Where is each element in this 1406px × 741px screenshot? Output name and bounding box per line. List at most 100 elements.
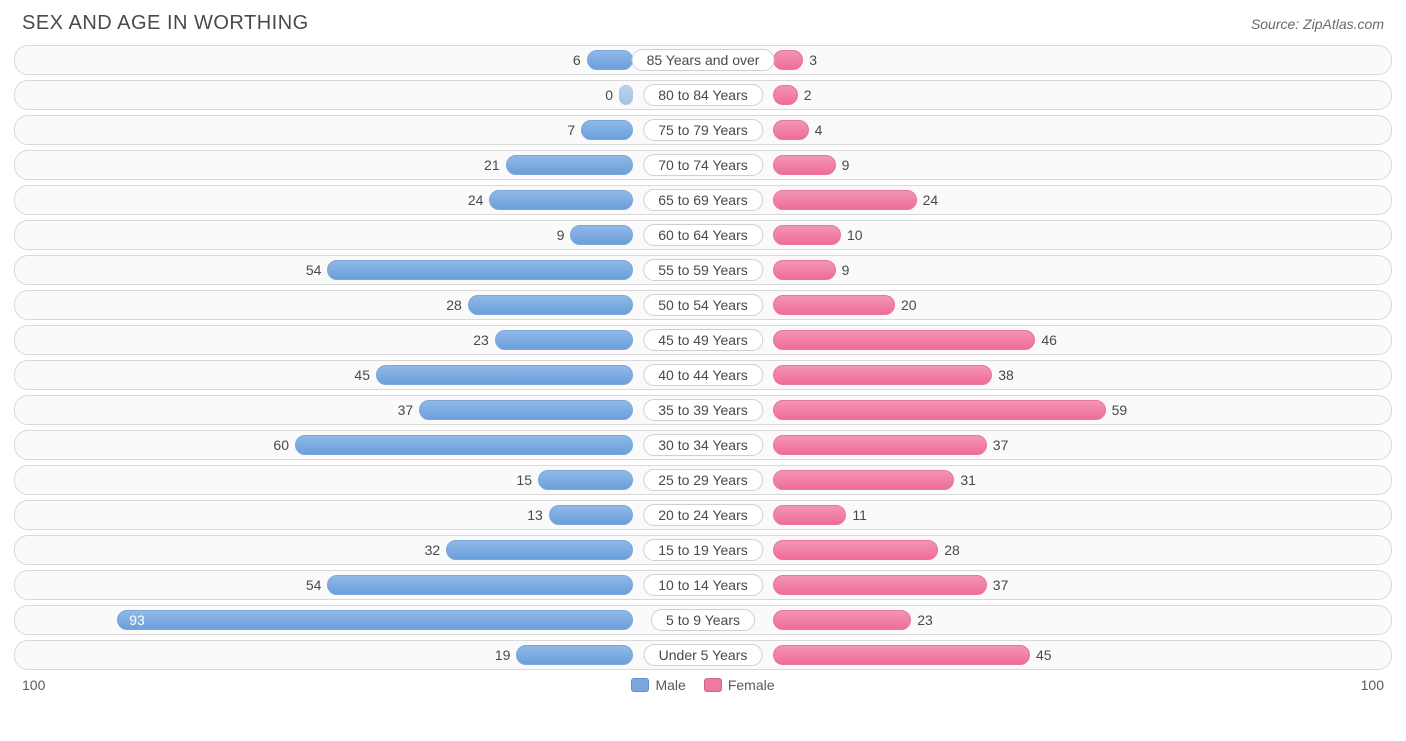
legend-male-label: Male xyxy=(655,677,685,693)
male-value: 32 xyxy=(425,542,441,558)
female-value: 45 xyxy=(1036,647,1052,663)
male-value: 13 xyxy=(527,507,543,523)
male-value: 9 xyxy=(557,227,565,243)
female-bar xyxy=(773,225,841,245)
female-bar xyxy=(773,505,846,525)
male-value: 0 xyxy=(605,87,613,103)
age-group-label: 60 to 64 Years xyxy=(643,224,763,246)
age-group-label: 15 to 19 Years xyxy=(643,539,763,561)
age-group-label: 85 Years and over xyxy=(632,49,775,71)
female-bar xyxy=(773,435,987,455)
female-value: 20 xyxy=(901,297,917,313)
axis-left-max: 100 xyxy=(22,677,45,693)
chart-row: 45 to 49 Years 23 46 xyxy=(14,325,1392,355)
chart-row: 5 to 9 Years 93 23 xyxy=(14,605,1392,635)
female-value: 46 xyxy=(1041,332,1057,348)
female-bar xyxy=(773,645,1030,665)
male-value: 19 xyxy=(495,647,511,663)
chart-title: SEX AND AGE IN WORTHING xyxy=(22,12,309,35)
male-value: 54 xyxy=(306,262,322,278)
age-group-label: 45 to 49 Years xyxy=(643,329,763,351)
chart-footer: 100 Male Female 100 xyxy=(0,675,1406,693)
age-group-label: 35 to 39 Years xyxy=(643,399,763,421)
female-value: 59 xyxy=(1112,402,1128,418)
female-bar xyxy=(773,365,992,385)
age-group-label: 55 to 59 Years xyxy=(643,259,763,281)
female-bar xyxy=(773,330,1035,350)
female-value: 9 xyxy=(842,262,850,278)
female-bar xyxy=(773,610,911,630)
chart-row: 75 to 79 Years74 xyxy=(14,115,1392,145)
male-swatch-icon xyxy=(631,678,649,692)
male-bar xyxy=(468,295,633,315)
female-value: 2 xyxy=(804,87,812,103)
female-value: 37 xyxy=(993,437,1009,453)
legend-item-male: Male xyxy=(631,677,685,693)
male-bar xyxy=(489,190,633,210)
female-bar xyxy=(773,85,798,105)
male-bar xyxy=(538,470,633,490)
male-value: 37 xyxy=(398,402,414,418)
male-bar xyxy=(376,365,633,385)
male-bar xyxy=(549,505,633,525)
male-bar xyxy=(587,50,633,70)
male-bar xyxy=(419,400,633,420)
male-value: 6 xyxy=(573,52,581,68)
female-bar xyxy=(773,120,809,140)
female-value: 4 xyxy=(815,122,823,138)
female-bar xyxy=(773,260,836,280)
age-group-label: 65 to 69 Years xyxy=(643,189,763,211)
male-value: 21 xyxy=(484,157,500,173)
male-value: 7 xyxy=(567,122,575,138)
male-value: 93 xyxy=(129,612,145,628)
chart-row: 40 to 44 Years4538 xyxy=(14,360,1392,390)
male-bar xyxy=(619,85,633,105)
pyramid-chart: 85 Years and over 6 3 80 to 84 Years 0 2 7 5 to… xyxy=(0,45,1406,670)
chart-row: 10 to 14 Years5437 xyxy=(14,570,1392,600)
age-group-label: 5 to 9 Years xyxy=(651,609,755,631)
female-bar xyxy=(773,155,836,175)
female-value: 23 xyxy=(917,612,933,628)
male-bar xyxy=(295,435,633,455)
female-bar xyxy=(773,540,938,560)
male-bar xyxy=(327,260,633,280)
male-bar xyxy=(516,645,633,665)
age-group-label: 20 to 24 Years xyxy=(643,504,763,526)
chart-row: 80 to 84 Years 0 2 xyxy=(14,80,1392,110)
female-value: 38 xyxy=(998,367,1014,383)
age-group-label: 80 to 84 Years xyxy=(643,84,763,106)
female-bar xyxy=(773,295,895,315)
age-group-label: Under 5 Years xyxy=(644,644,763,666)
female-value: 31 xyxy=(960,472,976,488)
female-value: 10 xyxy=(847,227,863,243)
male-value: 60 xyxy=(273,437,289,453)
chart-row: Under 5 Years 19 45 xyxy=(14,640,1392,670)
female-bar xyxy=(773,575,987,595)
male-bar xyxy=(581,120,633,140)
female-bar xyxy=(773,190,917,210)
legend-item-female: Female xyxy=(704,677,775,693)
male-bar xyxy=(495,330,633,350)
axis-right-max: 100 xyxy=(1361,677,1384,693)
male-bar xyxy=(117,610,633,630)
chart-source: Source: ZipAtlas.com xyxy=(1251,16,1384,32)
age-group-label: 40 to 44 Years xyxy=(643,364,763,386)
chart-row: 35 to 39 Years 37 59 xyxy=(14,395,1392,425)
male-bar xyxy=(570,225,633,245)
female-value: 24 xyxy=(923,192,939,208)
chart-row: 25 to 29 Years1531 xyxy=(14,465,1392,495)
female-bar xyxy=(773,400,1106,420)
chart-row: 50 to 54 Years 28 20 xyxy=(14,290,1392,320)
chart-row: 20 to 24 Years1311 xyxy=(14,500,1392,530)
age-group-label: 50 to 54 Years xyxy=(643,294,763,316)
male-bar xyxy=(506,155,633,175)
female-value: 3 xyxy=(809,52,817,68)
female-bar xyxy=(773,50,803,70)
chart-row: 15 to 19 Years3228 xyxy=(14,535,1392,565)
male-value: 23 xyxy=(473,332,489,348)
male-value: 28 xyxy=(446,297,462,313)
age-group-label: 10 to 14 Years xyxy=(643,574,763,596)
chart-row: 65 to 69 Years2424 xyxy=(14,185,1392,215)
age-group-label: 70 to 74 Years xyxy=(643,154,763,176)
male-bar xyxy=(446,540,633,560)
